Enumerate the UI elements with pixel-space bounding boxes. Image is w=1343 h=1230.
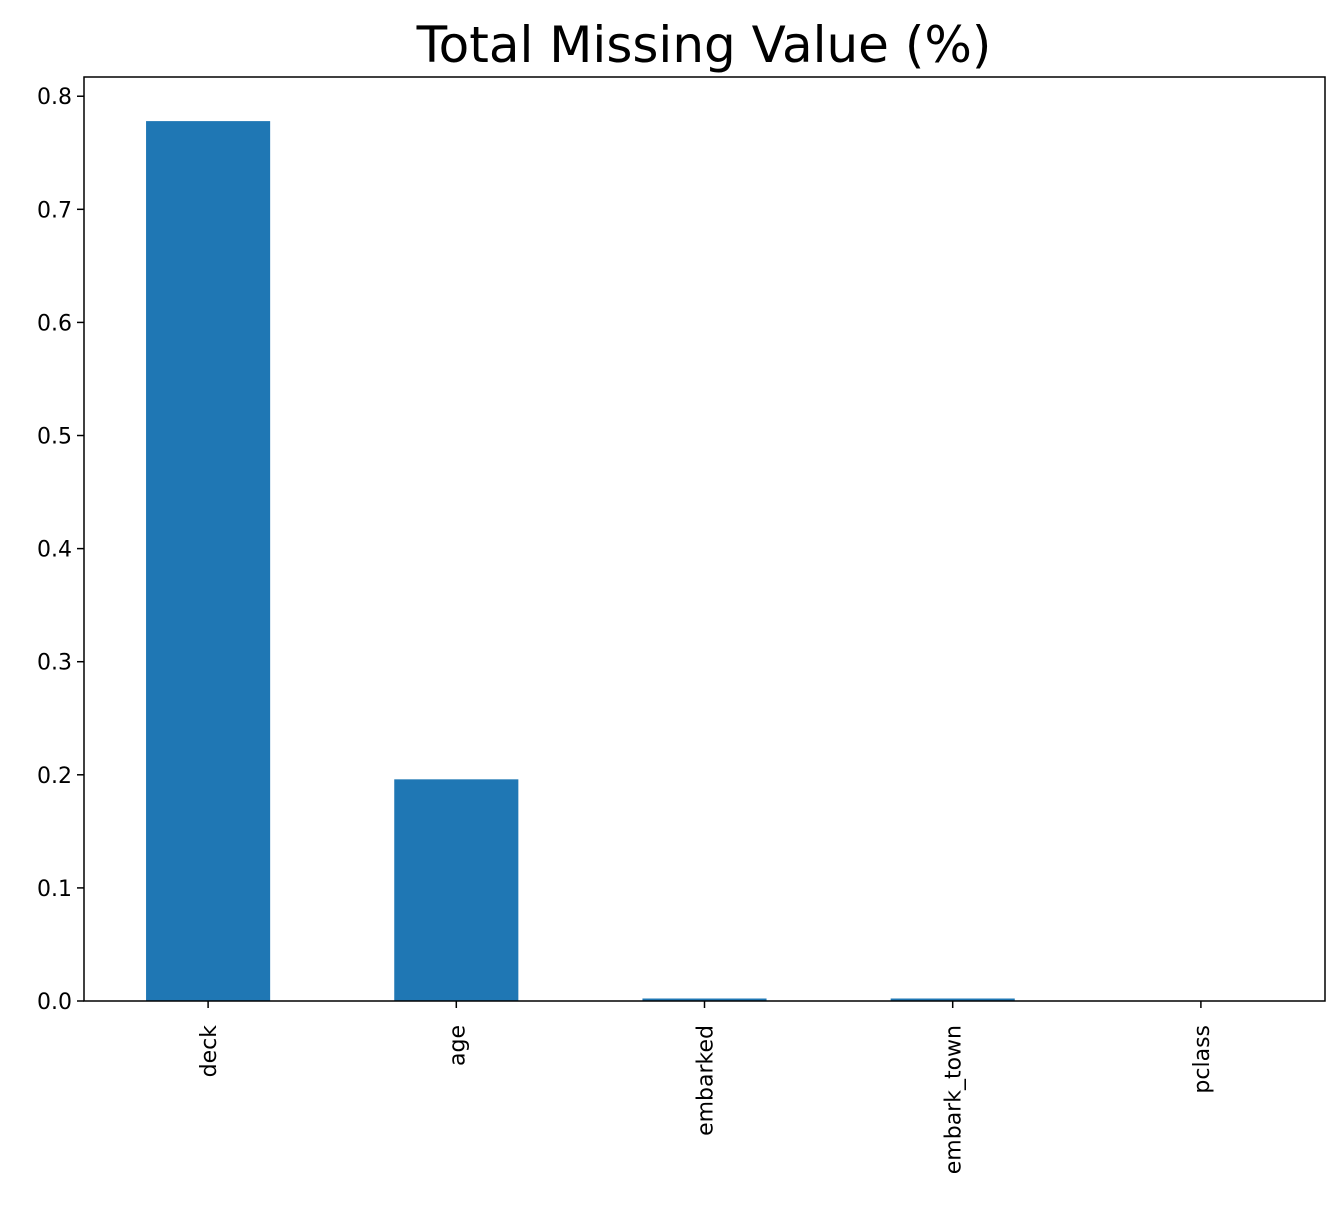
plot-frame: [83, 76, 1326, 1002]
bar: [394, 779, 519, 1001]
y-tick-label: 0.5: [37, 425, 72, 450]
bar: [890, 998, 1015, 1001]
bar: [146, 121, 271, 1001]
y-tick-label: 0.2: [37, 764, 72, 789]
y-tick-label: 0.1: [37, 877, 72, 902]
bar: [642, 998, 767, 1001]
x-tick-label: embark_town: [942, 1025, 967, 1174]
y-tick-label: 0.3: [37, 651, 72, 676]
x-tick-label: embarked: [694, 1025, 719, 1136]
y-tick-label: 0.8: [37, 85, 72, 110]
y-tick-label: 0.6: [37, 311, 72, 336]
y-tick-label: 0.0: [37, 990, 72, 1015]
chart-title: Total Missing Value (%): [416, 16, 992, 74]
x-tick-label: deck: [197, 1025, 222, 1078]
x-tick-label: pclass: [1190, 1025, 1215, 1094]
x-tick-label: age: [445, 1025, 470, 1066]
y-tick-label: 0.7: [37, 198, 72, 223]
y-tick-label: 0.4: [37, 538, 72, 563]
